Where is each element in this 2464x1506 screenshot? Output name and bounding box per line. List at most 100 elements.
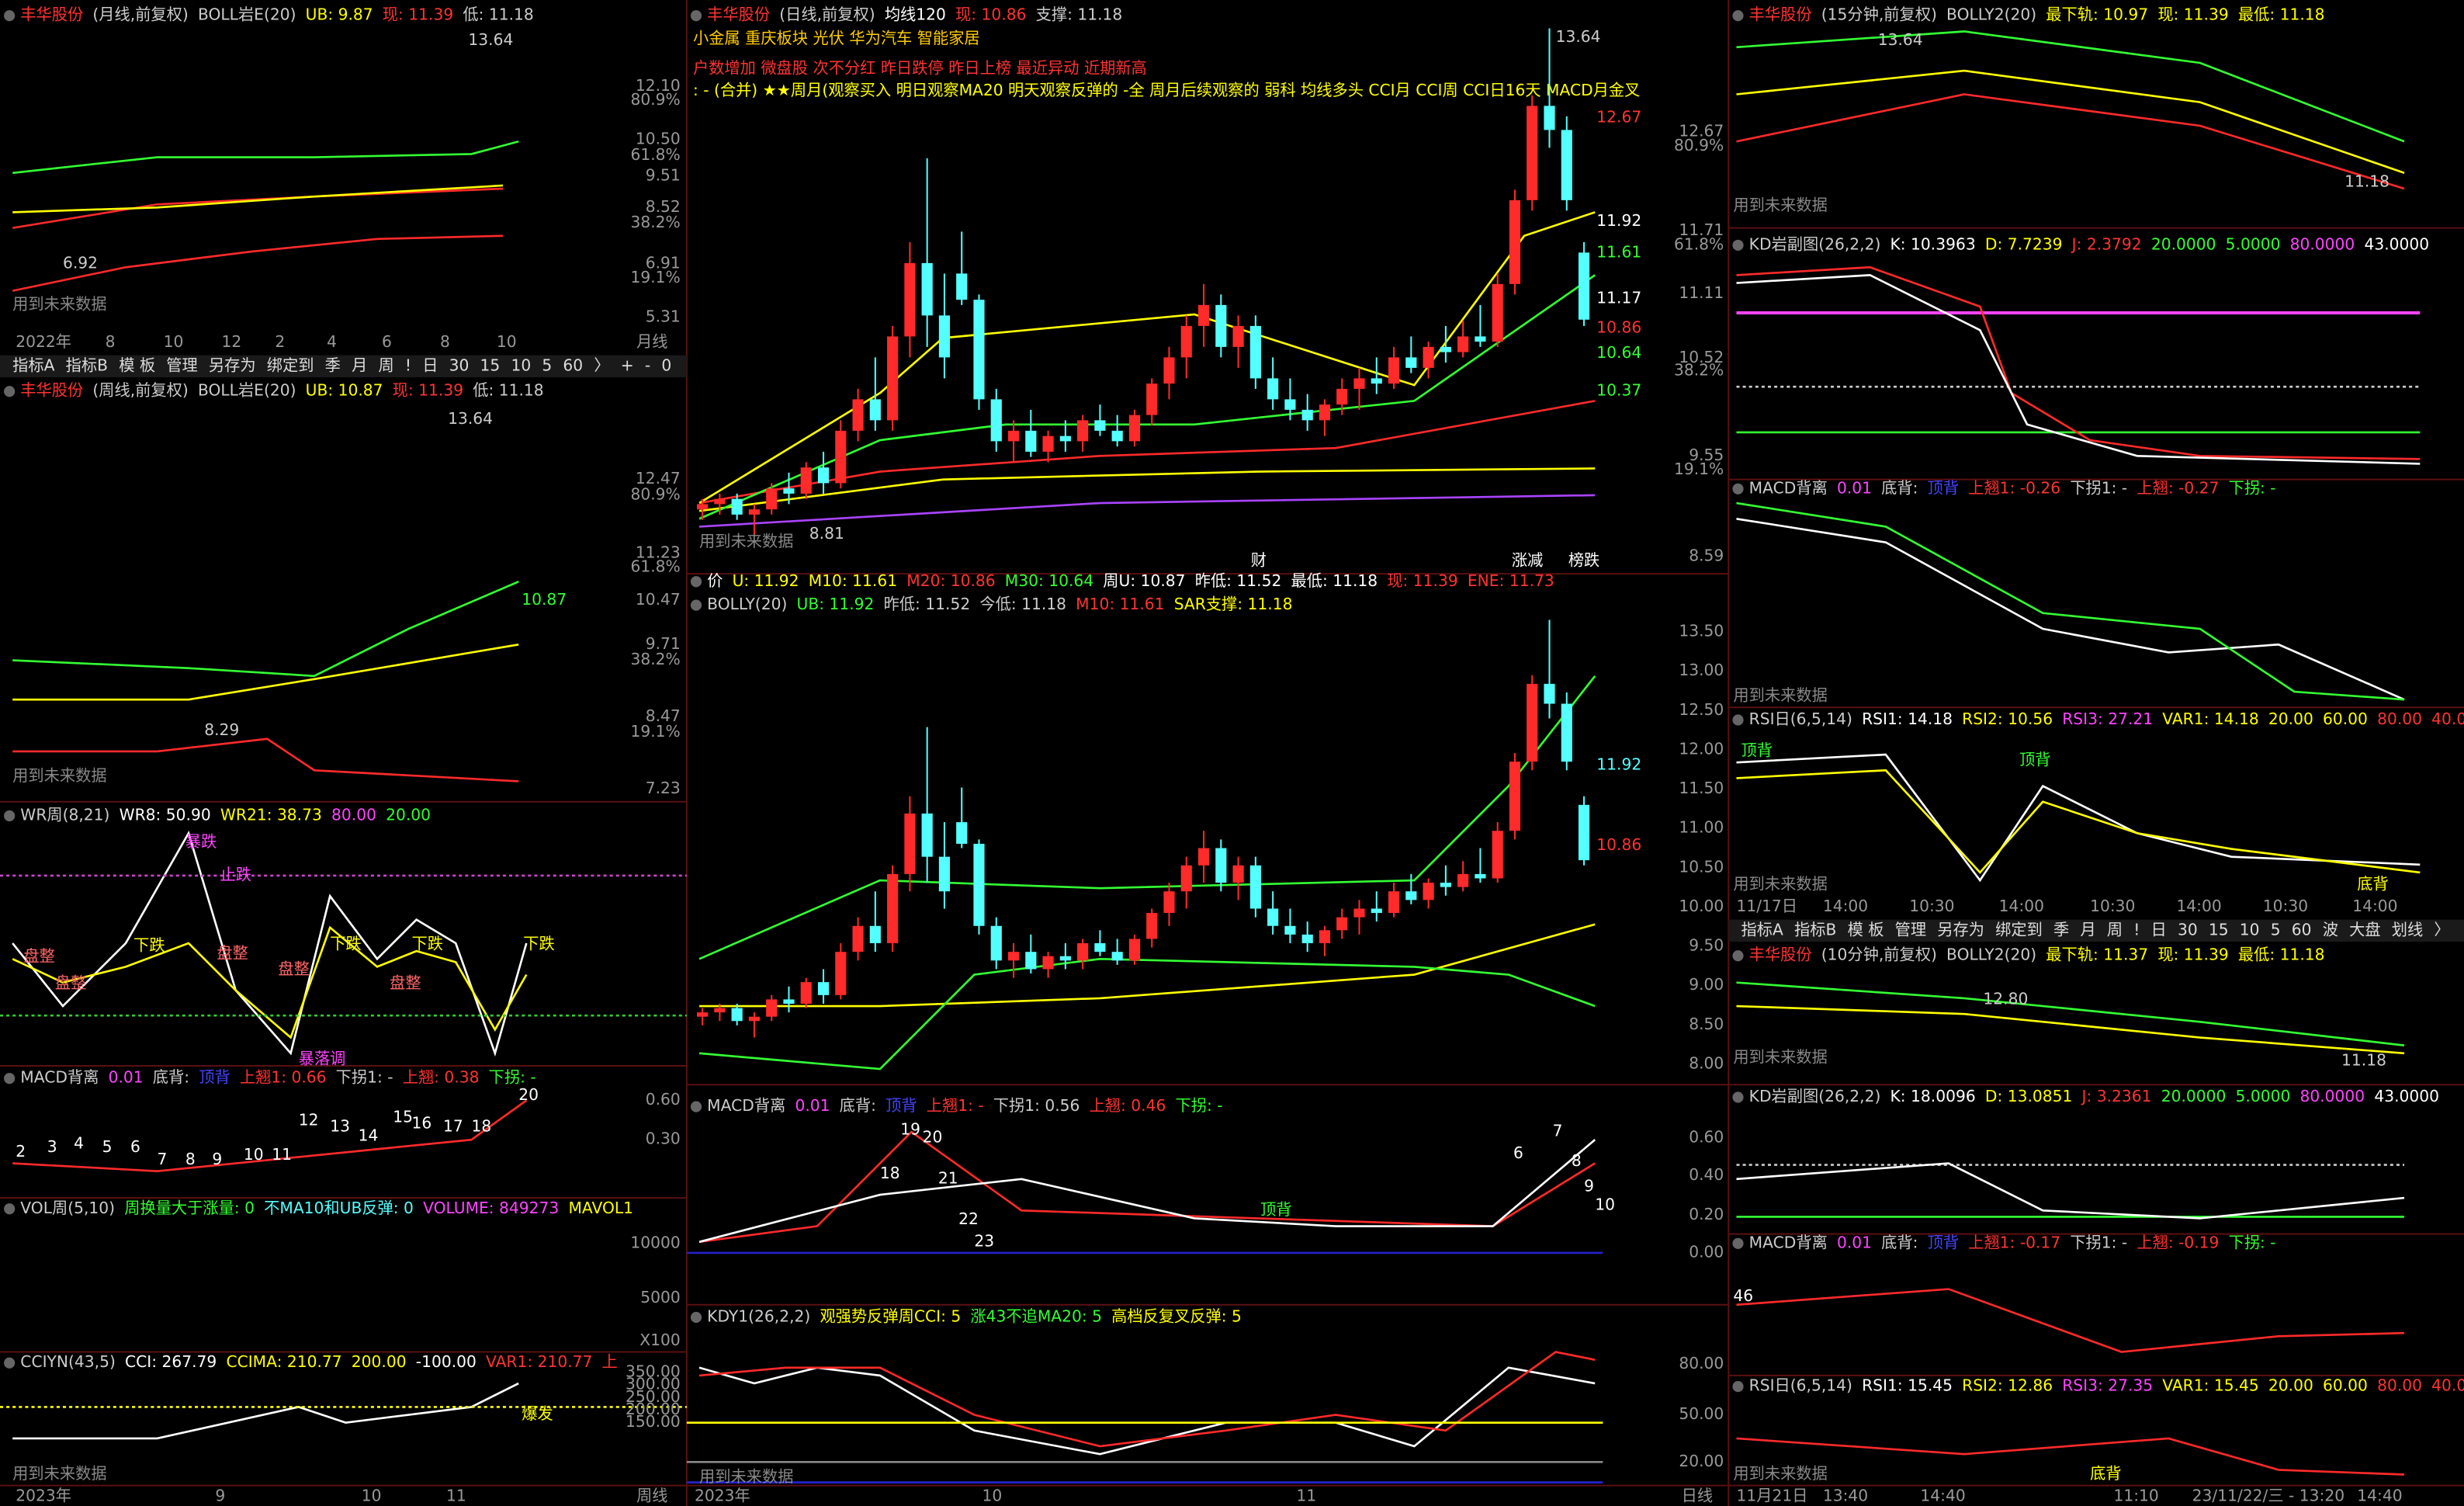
- toolbar-button[interactable]: 〉: [2434, 920, 2449, 939]
- toolbar-button[interactable]: 指标A: [12, 356, 54, 374]
- candle-body: [1423, 346, 1434, 368]
- toolbar-button[interactable]: 划线: [2392, 920, 2423, 939]
- toolbar-button[interactable]: 5: [542, 356, 552, 374]
- toolbar-button[interactable]: 模 板: [119, 356, 155, 374]
- axis-label: 11.00: [1679, 818, 1724, 837]
- axis-label: 9.51: [646, 165, 681, 184]
- toolbar-button[interactable]: 季: [2053, 920, 2069, 939]
- header-item: 丰华股份: [20, 5, 83, 24]
- axis-label: 12.50: [1679, 700, 1724, 719]
- candle-body: [1215, 848, 1227, 883]
- toolbar-button[interactable]: 季: [325, 356, 341, 374]
- toolbar-button[interactable]: !: [2133, 920, 2140, 939]
- toolbar-button[interactable]: 指标B: [1794, 920, 1836, 939]
- toolbar-button[interactable]: 10: [511, 356, 531, 374]
- candle-body: [921, 262, 933, 316]
- header-item: 上翘1: 0.66: [240, 1068, 327, 1087]
- candle-body: [1111, 952, 1123, 961]
- toolbar-button[interactable]: 月: [352, 356, 367, 374]
- header-item: 现: 10.86: [955, 5, 1026, 24]
- header-item: 最下轨: 10.97: [2046, 5, 2148, 24]
- candle-body: [887, 873, 899, 944]
- toolbar-button[interactable]: 指标A: [1741, 920, 1783, 939]
- panel-icon: [1732, 714, 1744, 726]
- axis-label: 19.1%: [630, 268, 680, 286]
- toolbar-button[interactable]: 60: [563, 356, 583, 374]
- header-item: 顶背: [1928, 478, 1959, 497]
- toolbar-button[interactable]: 周: [2107, 920, 2123, 939]
- header-item: 0.01: [795, 1096, 830, 1115]
- toolbar-button[interactable]: 波: [2323, 920, 2338, 939]
- header-item: WR21: 38.73: [220, 806, 322, 824]
- candle-body: [1094, 943, 1106, 953]
- toolbar-button[interactable]: !: [405, 356, 411, 374]
- header-item: CCIYN(43,5): [20, 1352, 116, 1371]
- header-item: 最低: 11.18: [2238, 5, 2325, 24]
- toolbar-button[interactable]: 10: [2240, 920, 2260, 939]
- candle-body: [1059, 435, 1071, 442]
- toolbar-button[interactable]: 月: [2080, 920, 2095, 939]
- annotation: 用到未来数据: [12, 766, 106, 785]
- annotation: 盘整: [23, 947, 54, 966]
- toolbar-button[interactable]: 绑定到: [1995, 920, 2043, 939]
- candle-body: [1544, 683, 1555, 704]
- header-item: BOLLY(20): [707, 595, 787, 613]
- axis-label: 0.20: [1689, 1205, 1724, 1223]
- header-item: M10: 11.61: [809, 571, 897, 590]
- toolbar-button[interactable]: 绑定到: [267, 356, 314, 374]
- toolbar-button[interactable]: 30: [2178, 920, 2198, 939]
- annotation: 4: [74, 1134, 84, 1153]
- toolbar-button[interactable]: -: [645, 356, 650, 374]
- candle-body: [973, 843, 985, 926]
- toolbar-button[interactable]: 0: [661, 356, 671, 374]
- toolbar-button[interactable]: 60: [2292, 920, 2312, 939]
- annotation: 10.64: [1596, 343, 1641, 362]
- axis-label: 0.40: [1689, 1165, 1724, 1184]
- header-item: 顶背: [885, 1096, 917, 1115]
- time-label: 2023年: [695, 1486, 750, 1504]
- toolbar-button[interactable]: 另存为: [1937, 920, 1984, 939]
- candle-body: [1301, 409, 1313, 421]
- toolbar-button[interactable]: 日: [422, 356, 438, 374]
- axis-label: 250.00: [626, 1387, 681, 1406]
- header-item: BOLLY2(20): [1946, 946, 2036, 964]
- toolbar-button[interactable]: 大盘: [2349, 920, 2380, 939]
- time-label: 4: [327, 332, 337, 351]
- annotation: 19: [900, 1120, 920, 1139]
- candle-body: [1059, 956, 1071, 961]
- annotation: 15: [393, 1107, 413, 1126]
- annotation: 7: [1553, 1122, 1563, 1140]
- annotation: 10.37: [1596, 381, 1641, 400]
- header-item: 20.0000: [2151, 234, 2216, 253]
- header-item: 40.00: [2431, 1376, 2464, 1395]
- toolbar-button[interactable]: 模 板: [1848, 920, 1884, 939]
- toolbar-button[interactable]: 另存为: [209, 356, 256, 374]
- header-item: 高档反复叉反弹: 5: [1111, 1306, 1242, 1325]
- candle-body: [990, 925, 1002, 961]
- toolbar-button[interactable]: +: [621, 356, 634, 374]
- toolbar-button[interactable]: 管理: [1895, 920, 1926, 939]
- axis-label: X100: [639, 1331, 680, 1349]
- toolbar-button[interactable]: 15: [480, 356, 501, 374]
- toolbar-button[interactable]: 〉: [594, 356, 609, 374]
- toolbar-button[interactable]: 15: [2209, 920, 2229, 939]
- header-item: D: 7.7239: [1985, 234, 2063, 253]
- header-item: 80.0000: [2300, 1087, 2365, 1105]
- toolbar-button[interactable]: 管理: [166, 356, 197, 374]
- toolbar-button[interactable]: 指标B: [66, 356, 108, 374]
- time-label: 14:00: [2352, 897, 2397, 915]
- candle-body: [1353, 378, 1365, 389]
- panel-icon: [4, 386, 16, 397]
- axis-label: 9.55: [1689, 446, 1724, 464]
- panel-icon: [4, 1357, 16, 1369]
- header-item: -100.00: [416, 1352, 477, 1371]
- toolbar-button[interactable]: 5: [2271, 920, 2281, 939]
- toolbar-button[interactable]: 30: [449, 356, 470, 374]
- indicator-lines: [0, 30, 2421, 1483]
- axis-label: 150.00: [626, 1412, 681, 1431]
- annotation: 爆发: [522, 1404, 553, 1423]
- candle-body: [1042, 956, 1054, 970]
- toolbar-button[interactable]: 日: [2151, 920, 2167, 939]
- toolbar-button[interactable]: 周: [378, 356, 393, 374]
- time-label: 10: [362, 1486, 382, 1504]
